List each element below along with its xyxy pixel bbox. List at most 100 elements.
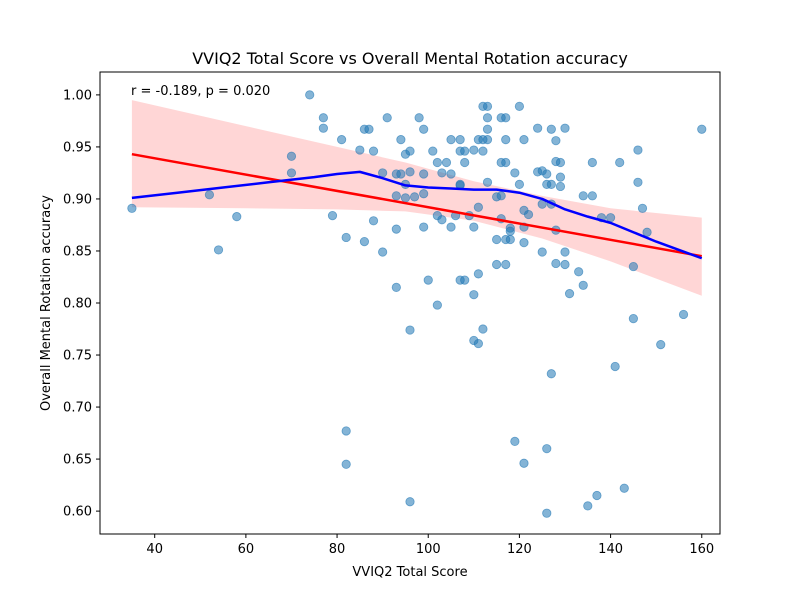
data-point [519, 135, 529, 145]
data-point [514, 179, 525, 189]
data-point [391, 224, 401, 234]
data-point [642, 227, 652, 237]
data-point [551, 258, 561, 269]
data-point [437, 215, 447, 225]
data-point [587, 157, 597, 168]
data-point [583, 501, 593, 511]
y-tick-label: 0.90 [63, 192, 92, 207]
data-point [213, 245, 224, 255]
data-point [492, 234, 502, 245]
y-tick-label: 0.60 [63, 505, 92, 520]
data-point [318, 113, 328, 123]
data-point [378, 168, 388, 178]
data-point [286, 151, 297, 161]
data-point [414, 113, 424, 123]
data-point [318, 123, 328, 133]
data-point [419, 169, 429, 179]
y-tick-label: 0.65 [63, 453, 92, 468]
data-point [341, 426, 351, 436]
data-point [537, 247, 547, 257]
data-point [619, 483, 629, 493]
data-point [482, 124, 493, 134]
data-point [542, 169, 552, 179]
data-point [501, 113, 511, 123]
data-point [460, 157, 470, 168]
data-point [546, 369, 556, 379]
data-point [419, 189, 429, 199]
x-tick-label: 60 [238, 542, 255, 557]
data-point [204, 190, 215, 200]
y-tick-label: 1.00 [63, 88, 92, 103]
y-axis-ticks: 0.60 0.65 0.70 0.75 0.80 0.85 0.90 0.95 1.00 [63, 88, 100, 520]
data-point [592, 490, 602, 501]
data-point [391, 191, 401, 201]
data-point [542, 444, 552, 454]
data-point [359, 237, 370, 247]
data-point [337, 135, 347, 145]
data-point [678, 309, 689, 320]
x-tick-label: 40 [146, 542, 163, 557]
data-point [697, 124, 707, 134]
x-tick-label: 80 [329, 542, 346, 557]
data-point [587, 191, 597, 201]
y-tick-label: 0.95 [63, 140, 92, 155]
regression-line [131, 152, 702, 258]
data-point [510, 168, 520, 178]
data-point [555, 181, 566, 192]
data-point [441, 157, 452, 168]
data-point [396, 169, 406, 179]
data-point [656, 340, 666, 350]
data-point [432, 157, 442, 168]
data-point [505, 234, 515, 245]
data-point [478, 146, 488, 156]
data-point [501, 135, 511, 145]
data-point [482, 113, 493, 123]
data-point [633, 145, 643, 155]
x-tick-label: 140 [598, 542, 623, 557]
data-point [628, 261, 638, 272]
data-point [409, 192, 420, 202]
data-point [564, 289, 575, 299]
data-point [432, 300, 442, 310]
data-point [560, 247, 570, 257]
data-point [428, 146, 438, 156]
data-point [327, 210, 338, 221]
data-point [546, 124, 556, 134]
data-point [637, 203, 648, 213]
data-point [523, 209, 534, 220]
data-point [286, 168, 297, 178]
data-point [578, 280, 588, 290]
data-point [501, 259, 511, 270]
data-point [419, 124, 429, 134]
data-point [382, 113, 392, 123]
data-point [341, 232, 351, 243]
data-point [542, 508, 552, 518]
data-point [469, 222, 479, 232]
data-point [615, 157, 625, 168]
data-point [391, 282, 401, 292]
data-point [446, 135, 456, 145]
data-point [496, 191, 506, 201]
data-point [127, 203, 137, 213]
data-point [305, 90, 315, 100]
data-point [482, 177, 493, 187]
data-point [578, 191, 588, 201]
data-point [396, 135, 406, 145]
data-point [628, 314, 638, 324]
data-point [560, 259, 570, 270]
chart-title: VVIQ2 Total Score vs Overall Mental Rota… [192, 49, 628, 68]
data-point [605, 213, 616, 223]
data-point [341, 459, 351, 469]
data-point [368, 146, 379, 156]
data-point [460, 275, 470, 285]
y-tick-label: 0.70 [63, 401, 92, 416]
data-point [560, 123, 570, 133]
data-point [460, 146, 470, 156]
data-point [446, 222, 456, 232]
data-point [555, 172, 566, 182]
y-tick-label: 0.75 [63, 349, 92, 364]
data-point [482, 135, 493, 145]
data-point [510, 436, 520, 446]
data-point [469, 145, 479, 155]
